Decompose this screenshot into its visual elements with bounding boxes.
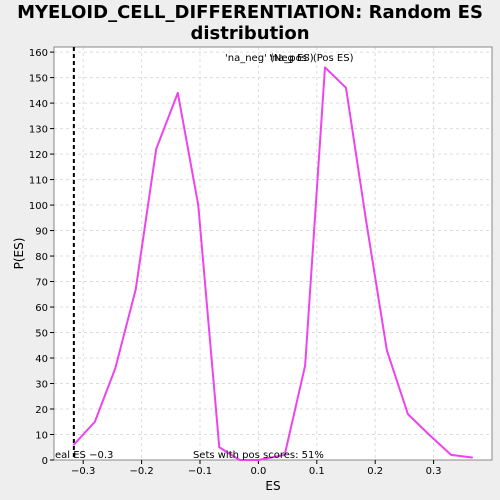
pos-scores-annotation: Sets with pos scores: 51%: [193, 450, 324, 461]
real-es-annotation: eal ES −0.3: [55, 450, 113, 461]
data-point: [283, 454, 286, 456]
x-tick-label: 0.3: [426, 466, 442, 477]
chart-title-line2: distribution: [190, 23, 310, 44]
data-point: [450, 454, 453, 456]
tick-labels: 0 10 20 30 40 50 60 70 80 90 100 110 120 130 140 150 160…: [29, 48, 442, 477]
legend-pos-label: 'na_pos' (Pos ES): [269, 53, 354, 64]
x-tick-label: −0.3: [71, 466, 95, 477]
x-tick-label: 0.2: [367, 466, 383, 477]
y-tick-label: 80: [35, 252, 48, 263]
data-point: [385, 349, 388, 352]
y-tick-label: 60: [35, 303, 48, 314]
data-point: [238, 459, 241, 461]
y-tick-label: 10: [35, 431, 48, 442]
plot-border: [53, 46, 493, 461]
x-tick-label: −0.2: [129, 466, 153, 477]
plot-area: [54, 47, 492, 460]
data-point: [257, 459, 260, 461]
y-axis-title: P(ES): [12, 238, 26, 270]
y-tick-label: 40: [35, 354, 48, 365]
chart-title: MYELOID_CELL_DIFFERENTIATION: Random ES …: [0, 2, 500, 44]
y-tick-label: 110: [29, 176, 48, 187]
data-point: [134, 288, 137, 291]
y-tick-label: 20: [35, 405, 48, 416]
x-tick-label: −0.1: [188, 466, 212, 477]
y-tick-label: 0: [42, 456, 48, 467]
data-point: [471, 456, 474, 459]
y-tick-label: 90: [35, 227, 48, 238]
data-point: [197, 204, 200, 206]
y-tick-label: 30: [35, 380, 48, 391]
y-tick-label: 50: [35, 329, 48, 340]
y-tick-label: 140: [29, 99, 48, 110]
data-point: [72, 443, 75, 446]
data-point: [114, 367, 117, 370]
x-tick-label: 0.1: [309, 466, 325, 477]
data-points: [72, 66, 474, 461]
x-tick-label: 0.0: [250, 466, 266, 477]
data-point: [407, 413, 409, 416]
data-point: [218, 446, 221, 449]
chart-title-line1: MYELOID_CELL_DIFFERENTIATION: Random ES: [17, 2, 483, 23]
grid-lines: [54, 47, 492, 461]
y-tick-label: 160: [29, 48, 48, 59]
data-point: [365, 222, 368, 224]
data-point: [345, 86, 347, 89]
axes: [50, 46, 493, 464]
data-point: [324, 66, 326, 69]
y-tick-label: 70: [35, 278, 48, 289]
y-tick-label: 150: [29, 74, 48, 85]
series-line: [73, 66, 473, 461]
data-point: [176, 91, 179, 94]
y-tick-label: 130: [29, 125, 48, 136]
legend-neg-label: 'na_neg' (Neg ES): [225, 53, 314, 64]
y-tick-label: 100: [29, 201, 48, 212]
y-tick-label: 120: [29, 150, 48, 161]
x-axis-title: ES: [265, 479, 280, 493]
data-point: [155, 148, 158, 150]
data-point: [304, 364, 307, 367]
data-point: [428, 433, 430, 436]
data-point: [93, 420, 96, 423]
